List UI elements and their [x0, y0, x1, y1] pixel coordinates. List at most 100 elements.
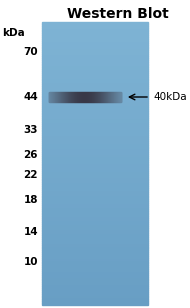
Bar [42, 90, 148, 92]
Bar [58, 92, 59, 102]
Bar [42, 158, 148, 160]
Bar [42, 115, 148, 116]
Text: 14: 14 [23, 227, 38, 237]
Bar [42, 277, 148, 279]
Bar [42, 143, 148, 145]
Bar [42, 235, 148, 237]
Bar [89, 92, 90, 102]
Bar [111, 92, 112, 102]
Bar [42, 73, 148, 75]
Bar [42, 92, 148, 94]
Bar [42, 80, 148, 82]
Bar [42, 56, 148, 58]
Bar [42, 65, 148, 67]
Bar [42, 128, 148, 130]
Bar [42, 211, 148, 213]
Bar [42, 152, 148, 154]
Bar [76, 92, 77, 102]
Bar [77, 92, 78, 102]
Bar [42, 271, 148, 273]
Bar [42, 265, 148, 267]
Bar [42, 97, 148, 99]
Bar [42, 220, 148, 222]
Bar [42, 167, 148, 169]
Bar [94, 92, 95, 102]
Bar [42, 45, 148, 47]
Bar [42, 111, 148, 112]
Bar [42, 258, 148, 260]
Bar [42, 301, 148, 303]
Bar [49, 92, 50, 102]
Bar [42, 126, 148, 128]
Bar [42, 39, 148, 41]
Bar [107, 92, 108, 102]
Bar [42, 213, 148, 214]
Bar [117, 92, 118, 102]
Bar [42, 79, 148, 80]
Bar [42, 177, 148, 179]
Bar [91, 92, 92, 102]
Bar [105, 92, 106, 102]
Bar [42, 130, 148, 132]
Bar [88, 92, 89, 102]
Bar [116, 92, 117, 102]
Bar [103, 92, 104, 102]
Text: 44: 44 [23, 92, 38, 102]
Bar [75, 92, 76, 102]
Bar [42, 154, 148, 156]
Bar [42, 222, 148, 224]
Bar [42, 133, 148, 135]
Bar [64, 92, 65, 102]
Bar [42, 207, 148, 209]
Bar [61, 92, 62, 102]
Bar [42, 282, 148, 284]
Bar [42, 192, 148, 194]
Bar [42, 250, 148, 252]
Bar [42, 77, 148, 79]
Bar [42, 169, 148, 171]
Bar [42, 171, 148, 173]
Bar [42, 243, 148, 245]
Bar [53, 92, 54, 102]
Bar [42, 86, 148, 88]
Bar [42, 28, 148, 30]
Bar [42, 162, 148, 164]
Bar [42, 273, 148, 275]
Bar [120, 92, 121, 102]
Bar [50, 92, 51, 102]
Bar [42, 112, 148, 115]
Bar [42, 145, 148, 147]
Bar [42, 148, 148, 150]
Bar [42, 54, 148, 56]
Bar [60, 92, 61, 102]
Bar [42, 95, 148, 97]
Bar [99, 92, 100, 102]
Bar [42, 160, 148, 162]
Bar [114, 92, 115, 102]
Bar [42, 233, 148, 235]
Bar [52, 92, 53, 102]
Bar [42, 184, 148, 186]
Bar [102, 92, 103, 102]
Bar [42, 245, 148, 246]
Bar [42, 60, 148, 62]
Bar [73, 92, 74, 102]
Bar [42, 237, 148, 239]
Bar [56, 92, 57, 102]
Bar [67, 92, 68, 102]
Bar [42, 239, 148, 241]
Bar [51, 92, 52, 102]
Bar [42, 67, 148, 69]
Bar [42, 286, 148, 288]
Bar [42, 281, 148, 282]
Bar [42, 165, 148, 167]
Bar [42, 231, 148, 233]
Bar [42, 261, 148, 263]
Bar [42, 194, 148, 196]
Bar [42, 267, 148, 269]
Bar [42, 109, 148, 111]
Bar [42, 179, 148, 180]
Bar [42, 124, 148, 126]
Bar [110, 92, 111, 102]
Bar [42, 47, 148, 48]
